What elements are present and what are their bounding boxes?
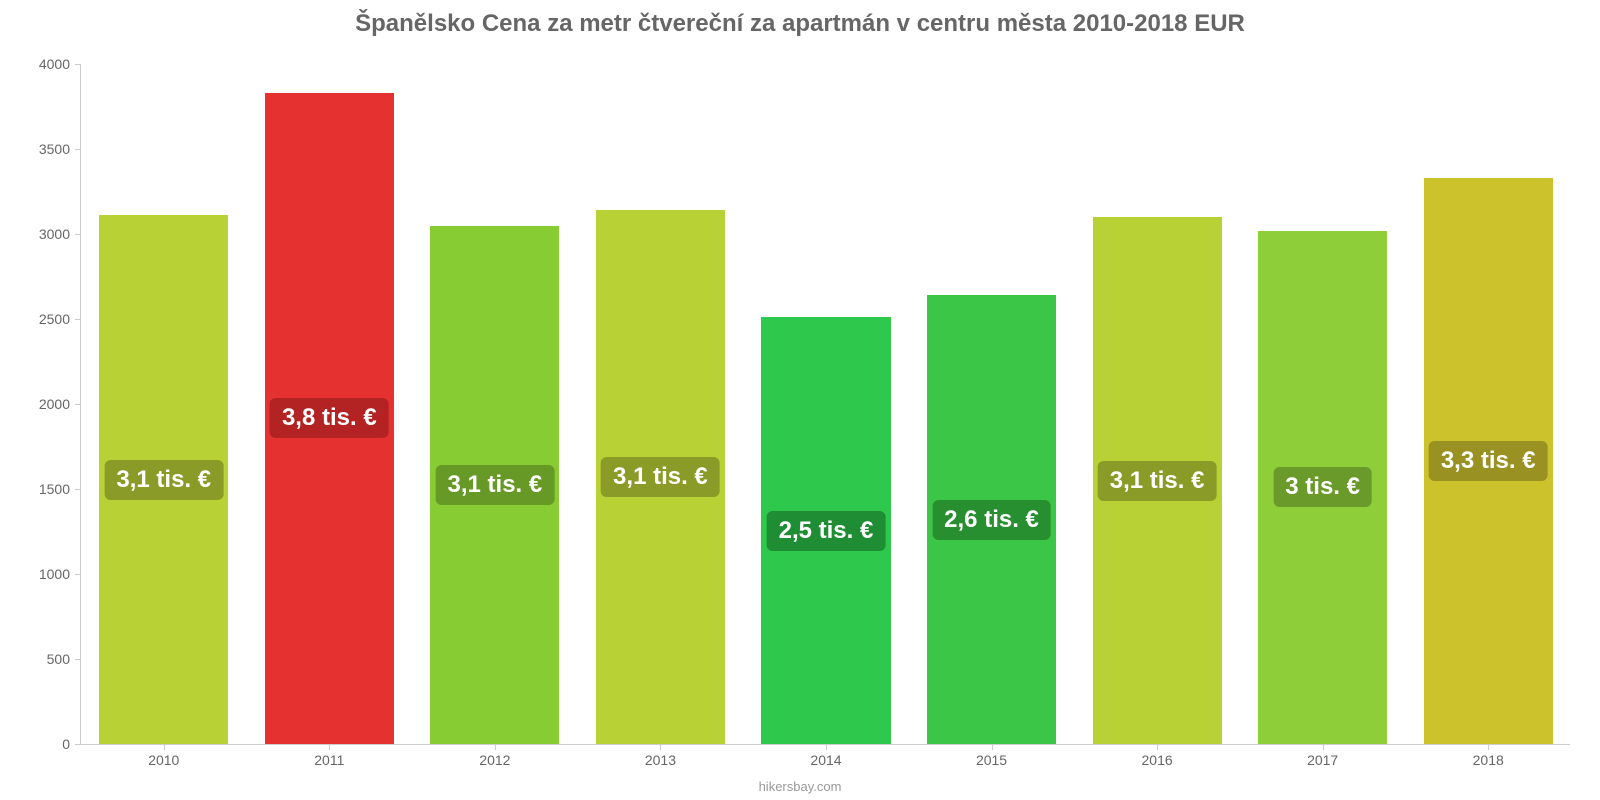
bars-container: 3,1 tis. €20103,8 tis. €20113,1 tis. €20…: [81, 65, 1570, 744]
y-tick-mark: [75, 319, 81, 320]
y-tick-label: 2000: [10, 396, 70, 412]
x-tick-mark: [660, 744, 661, 750]
x-tick-mark: [329, 744, 330, 750]
x-axis-label: 2015: [976, 752, 1007, 768]
x-axis-label: 2012: [479, 752, 510, 768]
y-tick-label: 1000: [10, 566, 70, 582]
chart-footer: hikersbay.com: [0, 779, 1600, 794]
x-tick-mark: [495, 744, 496, 750]
y-tick-label: 4000: [10, 56, 70, 72]
bar-chart: Španělsko Cena za metr čtvereční za apar…: [0, 0, 1600, 800]
x-tick-mark: [992, 744, 993, 750]
y-tick-label: 2500: [10, 311, 70, 327]
bar-slot: 3,1 tis. €2013: [578, 65, 744, 744]
y-tick-mark: [75, 234, 81, 235]
bar-value-label: 3,3 tis. €: [1429, 441, 1548, 481]
bar-value-label: 3,1 tis. €: [1098, 461, 1217, 501]
y-tick-label: 3000: [10, 226, 70, 242]
y-tick-mark: [75, 64, 81, 65]
y-tick-label: 0: [10, 736, 70, 752]
bar-value-label: 3,1 tis. €: [601, 457, 720, 497]
bar-value-label: 3,8 tis. €: [270, 398, 389, 438]
y-tick-mark: [75, 149, 81, 150]
chart-title: Španělsko Cena za metr čtvereční za apar…: [0, 10, 1600, 38]
bar-value-label: 3,1 tis. €: [104, 460, 223, 500]
bar-slot: 3,1 tis. €2010: [81, 65, 247, 744]
bar-slot: 3,3 tis. €2018: [1405, 65, 1571, 744]
bar-value-label: 3 tis. €: [1273, 467, 1372, 507]
y-tick-label: 3500: [10, 141, 70, 157]
x-tick-mark: [1157, 744, 1158, 750]
y-tick-mark: [75, 744, 81, 745]
plot-area: 3,1 tis. €20103,8 tis. €20113,1 tis. €20…: [80, 65, 1570, 745]
y-tick-mark: [75, 659, 81, 660]
y-tick-mark: [75, 574, 81, 575]
bar-slot: 3 tis. €2017: [1240, 65, 1406, 744]
y-tick-mark: [75, 404, 81, 405]
x-axis-label: 2016: [1142, 752, 1173, 768]
bar-slot: 2,5 tis. €2014: [743, 65, 909, 744]
x-tick-mark: [1488, 744, 1489, 750]
bar-slot: 3,1 tis. €2012: [412, 65, 578, 744]
y-tick-label: 500: [10, 651, 70, 667]
bar-value-label: 3,1 tis. €: [436, 465, 555, 505]
x-tick-mark: [826, 744, 827, 750]
x-axis-label: 2010: [148, 752, 179, 768]
x-tick-mark: [1323, 744, 1324, 750]
bar-value-label: 2,5 tis. €: [767, 511, 886, 551]
y-tick-label: 1500: [10, 481, 70, 497]
x-axis-label: 2017: [1307, 752, 1338, 768]
x-tick-mark: [164, 744, 165, 750]
bar-slot: 3,1 tis. €2016: [1074, 65, 1240, 744]
bar-slot: 2,6 tis. €2015: [909, 65, 1075, 744]
y-tick-mark: [75, 489, 81, 490]
x-axis-label: 2013: [645, 752, 676, 768]
x-axis-label: 2018: [1473, 752, 1504, 768]
bar-value-label: 2,6 tis. €: [932, 500, 1051, 540]
bar-slot: 3,8 tis. €2011: [247, 65, 413, 744]
x-axis-label: 2014: [810, 752, 841, 768]
x-axis-label: 2011: [314, 752, 344, 768]
